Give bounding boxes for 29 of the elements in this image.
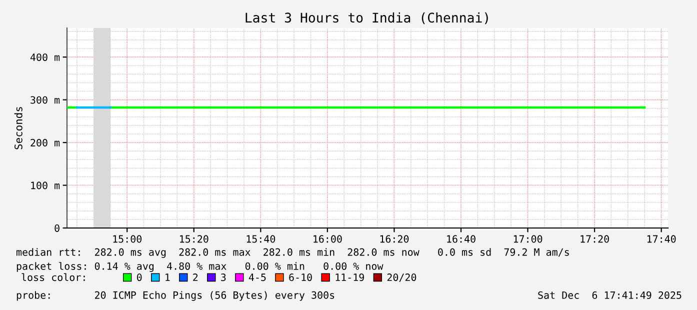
x-tick-label: 17:20 [580,235,609,243]
legend-label: 0 [136,274,142,282]
y-axis-title: Seconds [14,107,22,150]
legend-label: 4-5 [248,274,266,282]
x-tick-label: 15:20 [180,235,208,243]
x-tick-label: 17:40 [647,235,676,243]
x-tick-label: 15:40 [246,235,276,243]
x-tick-label: 16:20 [380,235,409,243]
x-tick-label: 16:40 [447,235,476,243]
legend-label: 3 [221,274,226,282]
legend-label: 6-10 [289,274,312,282]
x-tick-label: 17:00 [514,235,542,243]
text: probe: 20 ICMP Echo Pings (56 Bytes) every 300s [16,291,334,301]
chart-title: Last 3 Hours to India (Chennai) [246,12,488,24]
legend-title: loss color: [22,273,85,282]
y-tick-label: 300 m [30,96,60,104]
y-tick-label: 100 m [31,182,60,190]
text: Sat Dec 6 17:41:49 2025 [538,291,682,299]
x-tick-label: 15:00 [113,235,142,243]
legend-label: 20/20 [387,274,416,282]
y-tick-label: 400 m [30,53,60,62]
text: median rtt: 282.0 ms avg 282.0 ms max 282.0 ms min 282.0 ms now 0.0 ms sd 79.2 M am/s [16,248,569,258]
x-tick-label: 16:00 [314,235,342,243]
y-tick-label: 200 m [30,138,60,146]
legend-label: 1 [166,274,170,281]
y-tick-label: 0 [54,224,60,232]
text: packet loss: 0.14 % avg 4.80 % max 0.00 % min 0.00 % now [16,262,384,272]
legend-label: 2 [193,274,198,281]
legend-label: 11-19 [336,274,364,282]
